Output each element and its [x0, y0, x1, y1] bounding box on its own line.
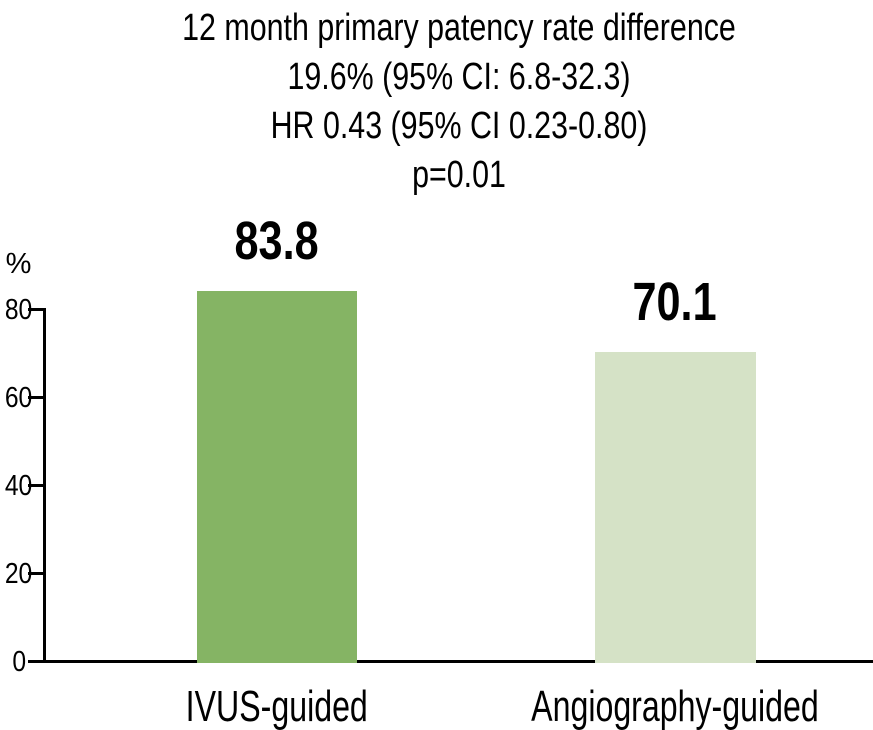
value-label-text: 83.8: [234, 211, 320, 271]
y-tick-label-text: 0: [12, 646, 26, 678]
y-tick-line: [28, 308, 44, 311]
value-label-ivus-guided: 83.8: [177, 213, 377, 269]
y-tick-label: 0: [0, 647, 26, 677]
y-tick-label-text: 40: [4, 470, 33, 502]
y-tick-label: 80: [0, 295, 32, 325]
category-label-text: IVUS-guided: [185, 682, 369, 730]
y-tick-label: 40: [0, 471, 32, 501]
y-tick-label-text: 80: [4, 294, 33, 326]
x-axis-baseline: [28, 660, 873, 663]
chart-title-line-4: p=0.01: [412, 154, 506, 196]
y-tick-label: 20: [0, 559, 32, 589]
y-tick-line: [28, 484, 44, 487]
y-tick-line: [28, 396, 44, 399]
y-tick-label: 60: [0, 383, 32, 413]
chart-title-line-1: 12 month primary patency rate difference: [182, 7, 736, 49]
y-tick-label-text: 20: [4, 558, 33, 590]
y-axis-unit-label: %: [5, 248, 32, 280]
chart-title-block: 12 month primary patency rate difference…: [128, 4, 790, 200]
y-axis-line: [43, 308, 46, 663]
category-label-angiography-guided: Angiography-guided: [475, 684, 873, 730]
bar-ivus-guided: [197, 291, 357, 663]
category-label-text: Angiography-guided: [531, 682, 819, 730]
chart-title-line-2: 19.6% (95% CI: 6.8-32.3): [287, 56, 631, 98]
bar-angiography-guided: [595, 352, 756, 663]
category-label-ivus-guided: IVUS-guided: [77, 684, 477, 730]
y-tick-label-text: 60: [4, 382, 33, 414]
value-label-text: 70.1: [632, 272, 718, 332]
value-label-angiography-guided: 70.1: [575, 274, 775, 330]
chart-title-line-3: HR 0.43 (95% CI 0.23-0.80): [270, 105, 648, 147]
y-tick-line: [28, 572, 44, 575]
